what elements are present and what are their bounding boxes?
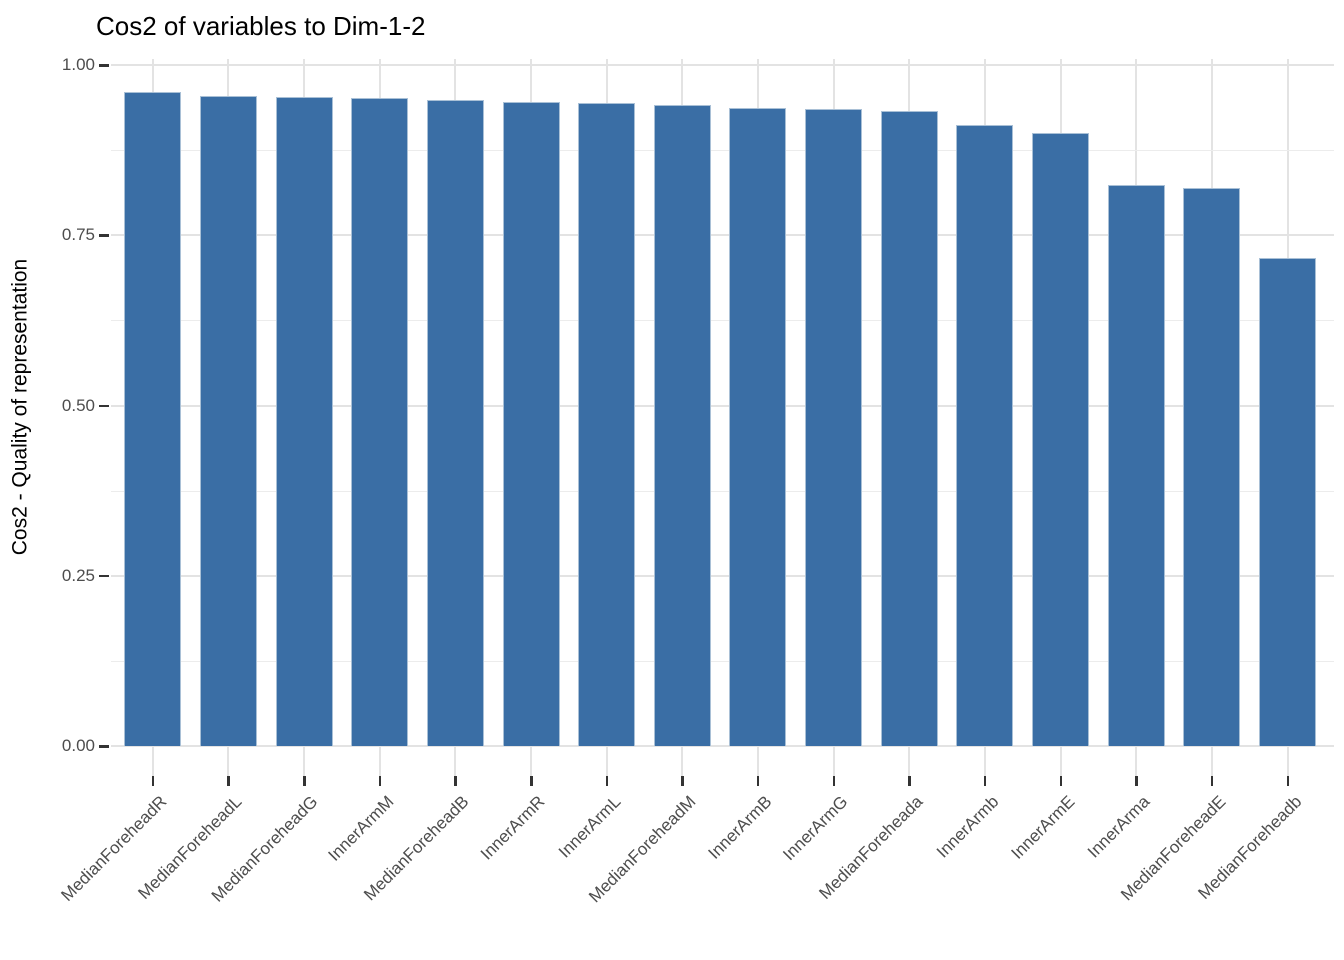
x-tick-mark — [530, 776, 533, 786]
x-tick-mark — [832, 776, 836, 786]
x-tick-mark — [378, 776, 382, 786]
bar — [729, 107, 787, 746]
y-tick-mark — [99, 404, 109, 407]
gridline-major-horizontal — [111, 64, 1334, 66]
bar — [275, 97, 333, 746]
gridline-minor-horizontal — [111, 490, 1334, 492]
x-tick-mark — [605, 776, 609, 786]
x-tick-mark — [1210, 776, 1214, 786]
gridline-major-horizontal — [111, 234, 1334, 237]
bar — [124, 92, 182, 746]
bar — [1107, 184, 1165, 746]
x-tick-label: MedianForeheadR — [57, 792, 171, 906]
x-tick-mark — [1059, 776, 1063, 786]
bar — [1259, 257, 1317, 746]
y-tick-label: 0.50 — [61, 395, 95, 415]
bar — [502, 101, 560, 746]
x-tick-mark — [303, 776, 306, 786]
x-tick-mark — [1135, 776, 1138, 786]
x-tick-mark — [454, 776, 457, 786]
y-tick-mark — [99, 745, 109, 748]
x-tick-mark — [756, 776, 760, 786]
chart-title: Cos2 of variables to Dim-1-2 — [96, 11, 426, 41]
x-tick-mark — [983, 776, 987, 786]
gridline-major-horizontal — [111, 745, 1334, 747]
x-tick-mark — [227, 776, 230, 786]
gridline-minor-horizontal — [111, 660, 1334, 662]
y-tick-label: 0.75 — [61, 225, 95, 245]
x-tick-mark — [681, 776, 684, 786]
y-tick-mark — [99, 234, 109, 237]
x-tick-mark — [908, 776, 911, 786]
x-tick-mark — [1286, 776, 1290, 786]
bar — [956, 124, 1014, 746]
y-tick-label: 0.00 — [61, 736, 95, 755]
plot-panel — [111, 59, 1334, 776]
y-tick-mark — [99, 64, 109, 67]
y-tick-label: 1.00 — [61, 55, 95, 74]
bar — [880, 110, 938, 746]
gridline-major-horizontal — [111, 574, 1334, 577]
y-tick-label: 0.25 — [61, 565, 95, 585]
bar — [1183, 187, 1241, 746]
gridline-minor-horizontal — [111, 150, 1334, 152]
bar — [351, 98, 409, 746]
gridline-minor-horizontal — [111, 320, 1334, 322]
bar — [578, 103, 636, 746]
bar — [1032, 133, 1090, 746]
x-tick-mark — [151, 776, 155, 786]
y-tick-mark — [99, 574, 109, 578]
bar — [805, 109, 863, 746]
bar — [426, 100, 484, 746]
bar — [653, 105, 711, 746]
gridline-major-horizontal — [111, 404, 1334, 407]
bar — [199, 96, 257, 746]
